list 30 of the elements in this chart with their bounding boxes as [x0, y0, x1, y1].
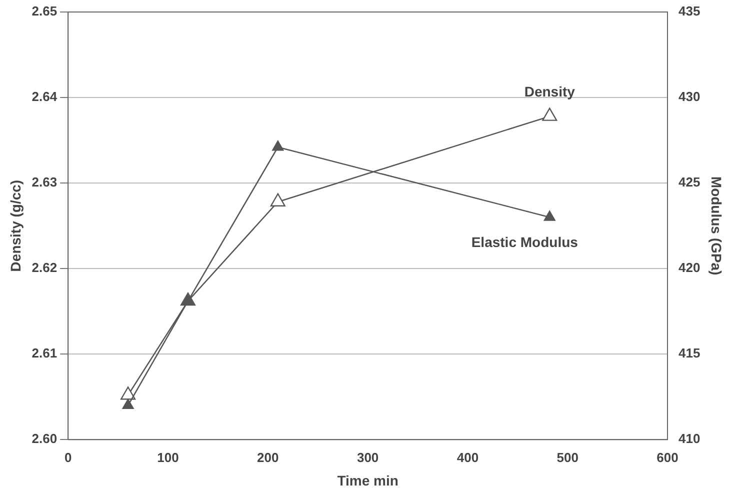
y-tick-label: 2.65 [32, 4, 58, 19]
point [122, 398, 134, 409]
x-tick-label: 500 [556, 450, 578, 465]
y-tick-label: 2.62 [32, 260, 58, 276]
x-tick-label: 300 [356, 450, 379, 465]
y2-tick-label: 430 [678, 89, 700, 104]
y2-tick-label: 410 [678, 431, 700, 446]
x-tick-label: 100 [157, 450, 179, 465]
point [272, 140, 284, 151]
y-tick-label: 2.64 [32, 89, 58, 104]
x-tick-label: 600 [656, 450, 678, 465]
y2-tick-label: 420 [678, 260, 700, 276]
y2-axis-title: Modulus (GPa) [708, 176, 725, 276]
x-tick-label: 0 [64, 450, 72, 465]
y-axis-title: Density (g/cc) [7, 180, 24, 272]
y-tick-label: 2.60 [32, 431, 58, 446]
point [542, 108, 558, 121]
y-tick-label: 2.63 [32, 174, 58, 190]
y2-tick-label: 435 [678, 4, 700, 19]
series-label: Density [524, 83, 576, 100]
y2-tick-label: 415 [678, 346, 700, 361]
y2-tick-label: 425 [678, 174, 700, 190]
x-tick-label: 400 [456, 450, 479, 465]
series-label: Elastic Modulus [471, 234, 578, 250]
point [120, 386, 136, 400]
point [270, 193, 286, 206]
y-tick-label: 2.61 [32, 346, 58, 361]
point [544, 210, 556, 221]
x-tick-label: 200 [257, 450, 279, 465]
x-axis-title: Time min [337, 472, 398, 488]
